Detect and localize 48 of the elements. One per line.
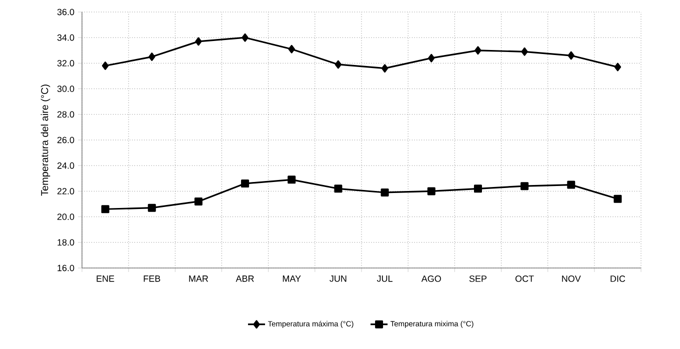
x-tick-label: JUL <box>376 276 392 282</box>
y-tick-label: 34.0 <box>57 34 74 41</box>
x-tick-label: DIC <box>610 276 626 282</box>
point <box>334 184 342 193</box>
point <box>242 33 248 42</box>
y-tick-label: 36.0 <box>57 8 74 16</box>
point <box>568 51 574 60</box>
x-tick-label: NOV <box>562 276 581 282</box>
point <box>614 62 622 72</box>
point <box>614 194 622 203</box>
point <box>428 54 435 62</box>
y-tick-label: 32.0 <box>57 60 74 66</box>
y-tick-label: 26.0 <box>57 136 74 144</box>
y-tick-label: 16.0 <box>58 264 74 272</box>
x-tick-label: JUN <box>330 276 346 282</box>
point <box>288 44 295 54</box>
y-tick-label: 28.0 <box>57 111 74 118</box>
y-tick-label: 30.0 <box>57 86 74 92</box>
y-tick-label: 24.0 <box>57 162 74 169</box>
point <box>567 180 576 189</box>
point <box>380 188 389 196</box>
point <box>241 180 250 188</box>
y-tick-label: 20.0 <box>57 214 74 220</box>
point <box>520 182 529 190</box>
point <box>334 60 342 69</box>
point <box>195 37 202 46</box>
x-tick-label: FEB <box>144 276 160 282</box>
y-tick-label: 18.0 <box>58 239 74 246</box>
point <box>427 187 436 196</box>
point <box>101 205 110 214</box>
y-axis-title: Temperatura del aire (°C) <box>40 84 50 196</box>
point <box>474 184 482 193</box>
x-tick-label: MAR <box>189 276 208 282</box>
x-tick-label: ABR <box>236 276 254 282</box>
x-tick-label: ENE <box>96 276 114 282</box>
point <box>521 47 528 56</box>
y-tick-label: 22.0 <box>57 188 74 194</box>
point <box>102 62 109 70</box>
point <box>148 52 156 61</box>
point <box>148 204 156 212</box>
point <box>474 46 482 55</box>
x-tick-label: SEP <box>469 276 486 282</box>
x-tick-label: OCT <box>515 276 534 282</box>
x-tick-label: MAY <box>282 276 301 282</box>
x-tick-label: AGO <box>421 276 441 282</box>
point <box>194 197 202 206</box>
point <box>381 64 388 73</box>
point <box>288 176 296 184</box>
